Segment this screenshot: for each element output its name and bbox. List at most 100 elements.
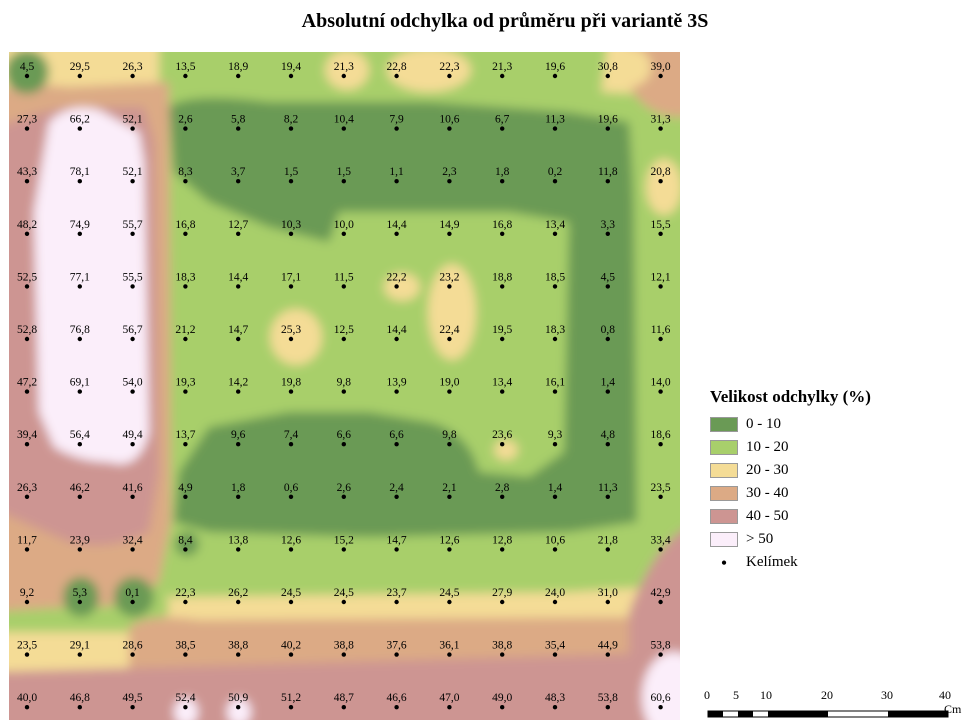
cup-value: 4,8 bbox=[601, 429, 616, 441]
scale-label: 10 bbox=[760, 688, 772, 703]
cup-value: 47,0 bbox=[439, 692, 459, 704]
cup-value: 12,6 bbox=[281, 534, 301, 546]
cup-value: 53,8 bbox=[598, 692, 618, 704]
cup-point bbox=[236, 495, 240, 499]
cup-point bbox=[130, 74, 134, 78]
point-symbol-icon: • bbox=[710, 558, 738, 568]
cup-value: 12,5 bbox=[334, 324, 354, 336]
cup-point bbox=[183, 495, 187, 499]
cup-point bbox=[342, 337, 346, 341]
cup-point bbox=[289, 126, 293, 130]
cup-value: 21,2 bbox=[175, 324, 195, 336]
cup-value: 38,8 bbox=[228, 640, 248, 652]
cup-point bbox=[25, 232, 29, 236]
cup-value: 8,2 bbox=[284, 114, 299, 126]
cup-point bbox=[183, 705, 187, 709]
cup-point bbox=[342, 126, 346, 130]
cup-value: 24,5 bbox=[334, 587, 354, 599]
cup-value: 11,3 bbox=[598, 482, 618, 494]
cup-value: 49,5 bbox=[123, 692, 143, 704]
cup-point bbox=[130, 232, 134, 236]
cup-point bbox=[183, 232, 187, 236]
cup-point bbox=[658, 495, 662, 499]
cup-value: 13,7 bbox=[175, 429, 195, 441]
cup-point bbox=[289, 179, 293, 183]
cup-value: 19,4 bbox=[281, 61, 301, 73]
scale-label: 20 bbox=[821, 688, 833, 703]
cup-point bbox=[500, 652, 504, 656]
cup-value: 56,7 bbox=[123, 324, 143, 336]
cup-value: 46,6 bbox=[387, 692, 407, 704]
cup-value: 42,9 bbox=[651, 587, 671, 599]
legend-label: 20 - 30 bbox=[746, 462, 789, 479]
cup-value: 26,2 bbox=[228, 587, 248, 599]
cup-value: 40,0 bbox=[17, 692, 37, 704]
cup-point bbox=[553, 652, 557, 656]
cup-value: 20,8 bbox=[651, 166, 671, 178]
cup-value: 69,1 bbox=[70, 377, 90, 389]
cup-point bbox=[78, 126, 82, 130]
cup-point bbox=[130, 652, 134, 656]
cup-point bbox=[606, 337, 610, 341]
cup-value: 22,2 bbox=[387, 271, 407, 283]
cup-point bbox=[342, 442, 346, 446]
cup-point bbox=[394, 495, 398, 499]
cup-point bbox=[500, 232, 504, 236]
cup-value: 21,3 bbox=[334, 61, 354, 73]
cup-value: 7,4 bbox=[284, 429, 299, 441]
cup-point bbox=[342, 547, 346, 551]
cup-value: 19,3 bbox=[175, 377, 195, 389]
cup-point bbox=[500, 442, 504, 446]
cup-point bbox=[342, 600, 346, 604]
cup-value: 18,6 bbox=[651, 429, 671, 441]
cup-value: 22,8 bbox=[387, 61, 407, 73]
cup-value: 27,9 bbox=[492, 587, 512, 599]
cup-value: 55,5 bbox=[123, 271, 143, 283]
cup-point bbox=[500, 495, 504, 499]
cup-point bbox=[658, 389, 662, 393]
cup-point bbox=[289, 495, 293, 499]
cup-value: 43,3 bbox=[17, 166, 37, 178]
cup-point bbox=[289, 547, 293, 551]
cup-value: 48,7 bbox=[334, 692, 354, 704]
cup-point bbox=[658, 652, 662, 656]
cup-point bbox=[394, 126, 398, 130]
cup-value: 13,8 bbox=[228, 534, 248, 546]
cup-value: 21,8 bbox=[598, 534, 618, 546]
cup-value: 6,7 bbox=[495, 114, 510, 126]
cup-point bbox=[236, 442, 240, 446]
cup-value: 24,0 bbox=[545, 587, 565, 599]
cup-point bbox=[447, 652, 451, 656]
cup-point bbox=[394, 389, 398, 393]
legend-label: Kelímek bbox=[746, 554, 798, 571]
cup-point bbox=[342, 284, 346, 288]
cup-point bbox=[289, 389, 293, 393]
cup-point bbox=[289, 652, 293, 656]
cup-value: 76,8 bbox=[70, 324, 90, 336]
cup-point bbox=[447, 126, 451, 130]
cup-value: 44,9 bbox=[598, 640, 618, 652]
cup-point bbox=[25, 495, 29, 499]
cup-point bbox=[289, 232, 293, 236]
cup-value: 18,3 bbox=[545, 324, 565, 336]
cup-point bbox=[289, 600, 293, 604]
cup-point bbox=[25, 652, 29, 656]
cup-value: 29,5 bbox=[70, 61, 90, 73]
cup-point bbox=[606, 126, 610, 130]
cup-value: 19,6 bbox=[598, 114, 618, 126]
cup-point bbox=[500, 389, 504, 393]
cup-point bbox=[183, 284, 187, 288]
cup-point bbox=[606, 495, 610, 499]
cup-value: 22,4 bbox=[439, 324, 459, 336]
legend-swatch bbox=[710, 509, 738, 524]
cup-value: 0,2 bbox=[548, 166, 563, 178]
cup-point bbox=[658, 547, 662, 551]
cup-value: 26,3 bbox=[17, 482, 37, 494]
cup-value: 51,2 bbox=[281, 692, 301, 704]
cup-value: 11,6 bbox=[651, 324, 671, 336]
cup-point bbox=[606, 232, 610, 236]
cup-value: 18,3 bbox=[175, 271, 195, 283]
legend-item-30-40: 30 - 40 bbox=[710, 482, 970, 505]
cup-value: 52,5 bbox=[17, 271, 37, 283]
cup-value: 2,3 bbox=[442, 166, 457, 178]
